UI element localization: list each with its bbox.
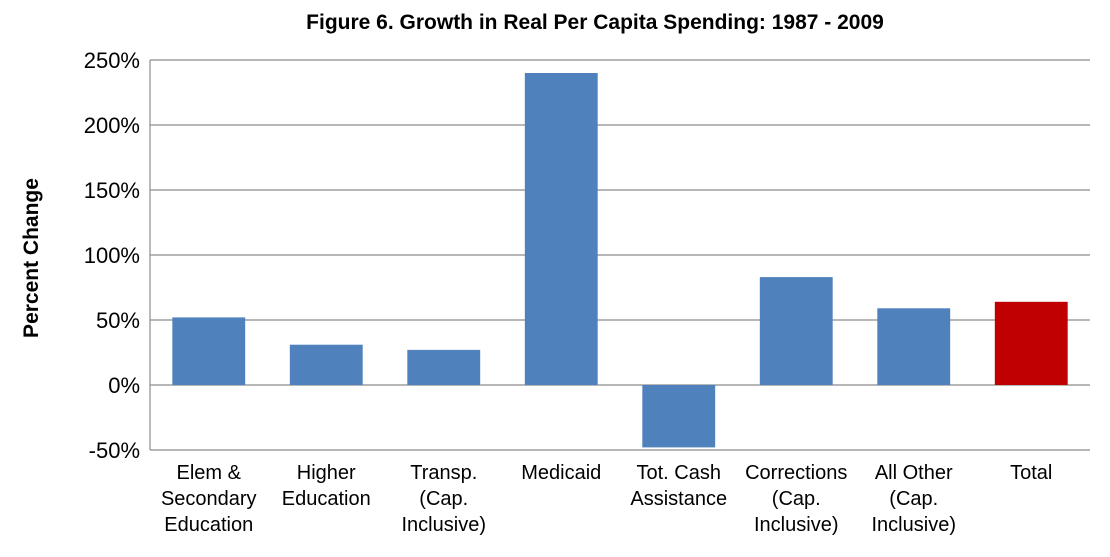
- x-tick-label-line: Total: [1010, 462, 1052, 484]
- y-tick-label: 50%: [96, 308, 140, 333]
- x-tick-label-line: Tot. Cash: [637, 462, 721, 484]
- y-tick-label: 150%: [84, 178, 140, 203]
- x-tick-label-line: Higher: [297, 462, 356, 484]
- x-tick-label-line: Inclusive): [872, 514, 956, 536]
- bar: [407, 349, 481, 385]
- x-tick-label-line: (Cap.: [772, 488, 821, 510]
- x-tick-label: Higher Education: [282, 462, 371, 510]
- x-tick-label-line: Secondary: [161, 488, 257, 510]
- x-tick-label: Transp. (Cap. Inclusive): [402, 462, 486, 536]
- bars: [172, 73, 1068, 448]
- x-axis-ticks: Elem & Secondary Education Higher Education T…: [161, 462, 1052, 536]
- bar: [877, 308, 951, 385]
- x-tick-label: Total: [1010, 462, 1052, 484]
- bar: [172, 317, 246, 385]
- x-tick-label-line: Assistance: [630, 488, 727, 510]
- chart-title: Figure 6. Growth in Real Per Capita Spen…: [306, 11, 884, 34]
- y-axis-ticks: -50% 0% 50% 100% 150% 200% 250%: [84, 48, 140, 463]
- x-tick-label-line: All Other: [875, 462, 953, 484]
- bar: [642, 385, 716, 448]
- x-tick-label: Tot. Cash Assistance: [630, 462, 727, 510]
- y-tick-label: 200%: [84, 113, 140, 138]
- x-tick-label-line: (Cap.: [419, 488, 468, 510]
- x-tick-label: Corrections (Cap. Inclusive): [745, 462, 847, 536]
- x-tick-label-line: Transp.: [410, 462, 477, 484]
- bar: [759, 277, 833, 385]
- bar: [994, 301, 1068, 385]
- x-tick-label-line: Inclusive): [754, 514, 838, 536]
- gridlines: [149, 59, 1090, 451]
- bar: [289, 344, 363, 385]
- y-axis-label: Percent Change: [20, 178, 43, 338]
- x-tick-label-line: Elem &: [177, 462, 242, 484]
- x-tick-label-line: Education: [282, 488, 371, 510]
- bar: [524, 73, 598, 385]
- x-tick-label-line: Inclusive): [402, 514, 486, 536]
- x-tick-label-line: (Cap.: [889, 488, 938, 510]
- x-tick-label: All Other (Cap. Inclusive): [872, 462, 956, 536]
- x-tick-label-line: Corrections: [745, 462, 847, 484]
- x-tick-label-line: Education: [164, 514, 253, 536]
- x-tick-label: Medicaid: [521, 462, 601, 484]
- y-tick-label: 100%: [84, 243, 140, 268]
- y-tick-label: -50%: [89, 438, 140, 463]
- y-tick-label: 250%: [84, 48, 140, 73]
- x-tick-label: Elem & Secondary Education: [161, 462, 257, 536]
- y-tick-label: 0%: [108, 373, 140, 398]
- x-tick-label-line: Medicaid: [521, 462, 601, 484]
